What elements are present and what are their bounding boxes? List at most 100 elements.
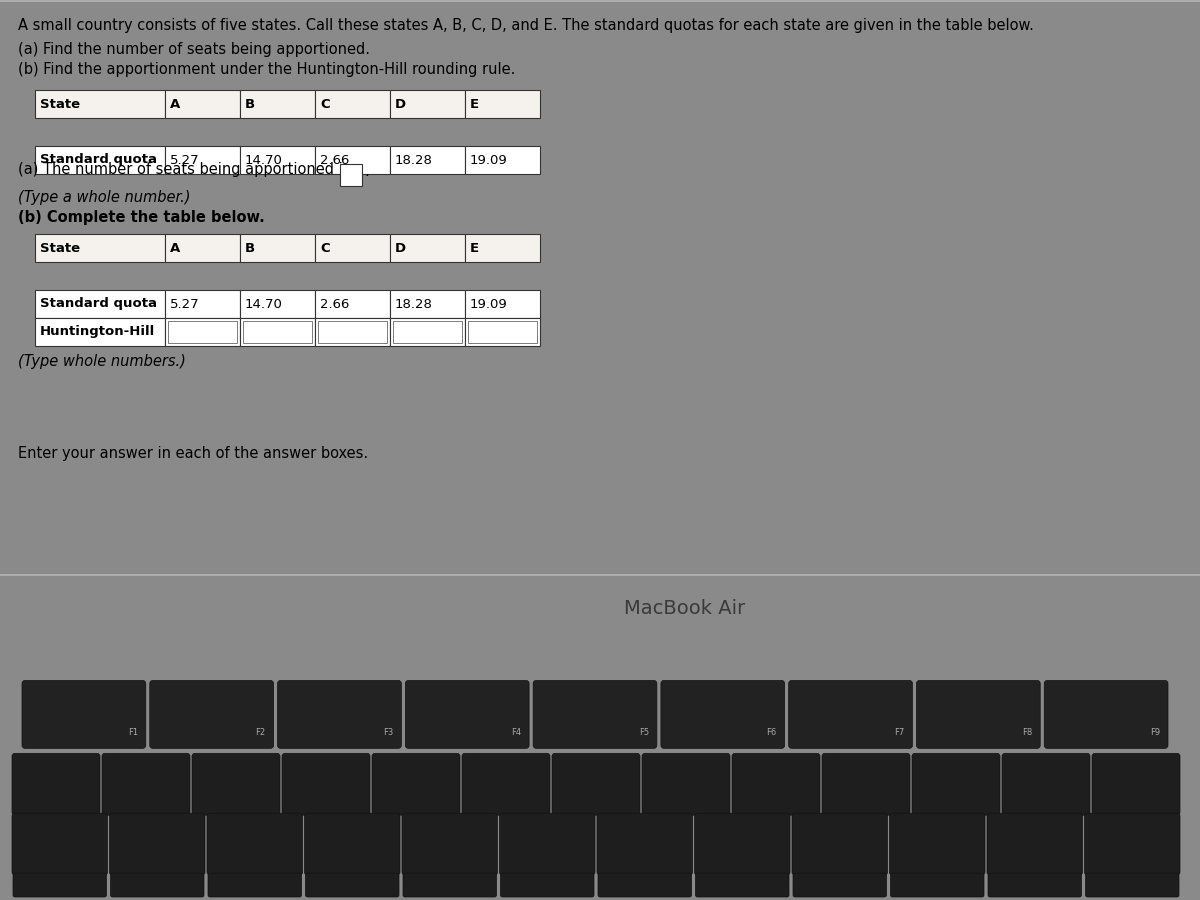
FancyBboxPatch shape (917, 680, 1040, 748)
Bar (314, 234, 390, 262)
Text: C: C (320, 241, 330, 255)
Bar (390, 234, 466, 262)
FancyBboxPatch shape (1085, 814, 1180, 875)
FancyBboxPatch shape (598, 814, 692, 875)
FancyBboxPatch shape (661, 680, 785, 748)
FancyBboxPatch shape (406, 680, 529, 748)
Text: B: B (245, 97, 256, 111)
Bar (166, 318, 240, 346)
Text: A small country consists of five states. Call these states A, B, C, D, and E. Th: A small country consists of five states.… (18, 18, 1034, 33)
FancyBboxPatch shape (788, 680, 912, 748)
FancyBboxPatch shape (695, 814, 790, 875)
FancyBboxPatch shape (696, 873, 790, 897)
FancyBboxPatch shape (986, 814, 1082, 875)
FancyBboxPatch shape (499, 814, 595, 875)
Text: 5.27: 5.27 (170, 154, 199, 166)
Text: MacBook Air: MacBook Air (624, 598, 745, 617)
FancyBboxPatch shape (13, 873, 107, 897)
FancyBboxPatch shape (792, 814, 888, 875)
FancyBboxPatch shape (912, 753, 1000, 815)
FancyBboxPatch shape (462, 753, 550, 815)
Bar (240, 234, 314, 262)
Text: (a) The number of seats being apportioned is: (a) The number of seats being apportione… (18, 162, 350, 177)
Text: F9: F9 (1150, 728, 1160, 737)
Text: 19.09: 19.09 (470, 298, 508, 310)
Text: (Type whole numbers.): (Type whole numbers.) (18, 354, 186, 369)
FancyBboxPatch shape (403, 873, 497, 897)
FancyBboxPatch shape (598, 873, 691, 897)
Text: 14.70: 14.70 (245, 298, 283, 310)
Text: F8: F8 (1022, 728, 1032, 737)
Text: State: State (40, 241, 80, 255)
Text: F7: F7 (894, 728, 905, 737)
Bar (240, 146, 314, 174)
Bar (166, 234, 240, 262)
Bar (168, 321, 238, 343)
Bar (466, 318, 540, 346)
Text: Enter your answer in each of the answer boxes.: Enter your answer in each of the answer … (18, 446, 368, 461)
Bar (390, 290, 466, 318)
Text: 5.27: 5.27 (170, 298, 199, 310)
Bar (390, 318, 466, 346)
Text: State: State (40, 97, 80, 111)
Text: (a) Find the number of seats being apportioned.: (a) Find the number of seats being appor… (18, 42, 370, 57)
FancyBboxPatch shape (1092, 753, 1180, 815)
Bar (466, 234, 540, 262)
Bar (314, 318, 390, 346)
Text: .: . (364, 164, 368, 179)
FancyBboxPatch shape (12, 753, 100, 815)
Text: Huntington-Hill: Huntington-Hill (40, 326, 155, 338)
FancyBboxPatch shape (22, 680, 145, 748)
FancyBboxPatch shape (732, 753, 820, 815)
Bar (166, 90, 240, 118)
Bar (314, 146, 390, 174)
FancyBboxPatch shape (372, 753, 460, 815)
Text: (b) Complete the table below.: (b) Complete the table below. (18, 210, 265, 225)
FancyBboxPatch shape (1086, 873, 1178, 897)
Text: E: E (470, 241, 479, 255)
Text: Standard quota: Standard quota (40, 298, 157, 310)
Text: D: D (395, 97, 406, 111)
FancyBboxPatch shape (208, 814, 302, 875)
Text: Standard quota: Standard quota (40, 154, 157, 166)
FancyBboxPatch shape (822, 753, 910, 815)
FancyBboxPatch shape (1002, 753, 1090, 815)
Text: 18.28: 18.28 (395, 154, 433, 166)
Text: F4: F4 (511, 728, 521, 737)
Bar (466, 290, 540, 318)
FancyBboxPatch shape (793, 873, 887, 897)
Bar (35, 90, 166, 118)
FancyBboxPatch shape (402, 814, 498, 875)
FancyBboxPatch shape (500, 873, 594, 897)
Bar (35, 318, 166, 346)
Text: 14.70: 14.70 (245, 154, 283, 166)
FancyBboxPatch shape (282, 753, 370, 815)
FancyBboxPatch shape (277, 680, 401, 748)
Bar (340, 164, 362, 186)
FancyBboxPatch shape (110, 873, 204, 897)
FancyBboxPatch shape (552, 753, 640, 815)
FancyBboxPatch shape (306, 873, 398, 897)
Text: (Type a whole number.): (Type a whole number.) (18, 190, 191, 205)
Bar (318, 321, 386, 343)
FancyBboxPatch shape (533, 680, 656, 748)
Text: C: C (320, 97, 330, 111)
Bar (35, 146, 166, 174)
Text: 2.66: 2.66 (320, 154, 349, 166)
Text: A: A (170, 241, 180, 255)
FancyBboxPatch shape (208, 873, 301, 897)
Text: F3: F3 (383, 728, 394, 737)
Bar (240, 90, 314, 118)
Bar (466, 90, 540, 118)
Bar (468, 321, 538, 343)
Text: 2.66: 2.66 (320, 298, 349, 310)
Bar (314, 90, 390, 118)
Bar (35, 290, 166, 318)
Text: D: D (395, 241, 406, 255)
Bar (394, 321, 462, 343)
Bar (242, 321, 312, 343)
Text: 18.28: 18.28 (395, 298, 433, 310)
FancyBboxPatch shape (988, 873, 1081, 897)
Text: E: E (470, 97, 479, 111)
FancyBboxPatch shape (305, 814, 400, 875)
